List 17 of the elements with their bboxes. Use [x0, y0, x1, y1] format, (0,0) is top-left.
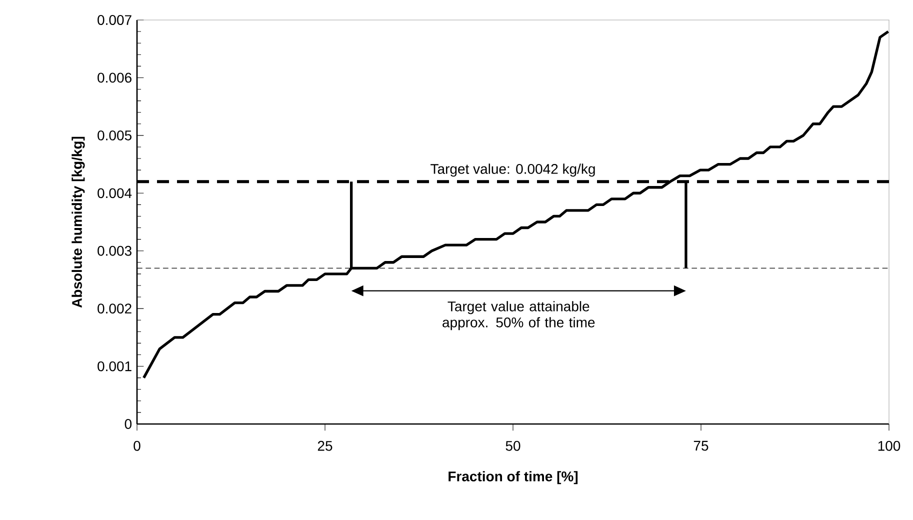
x-tick-label: 75: [694, 440, 708, 451]
x-tick-label: 50: [506, 440, 520, 451]
x-tick-label: 25: [318, 440, 332, 451]
y-tick-label: 0.004: [98, 188, 132, 198]
x-tick-label: 0: [134, 440, 140, 451]
x-axis-title: Fraction of time [%]: [448, 471, 578, 484]
x-tick-label: 100: [878, 440, 900, 451]
y-tick-label: 0: [124, 419, 132, 429]
annotation: Target value attainable approx. 50% of the time: [442, 301, 595, 330]
y-tick-label: 0.003: [98, 246, 132, 256]
y-axis-title: Absolute humidity [kg/kg]: [72, 136, 85, 308]
y-tick-label: 0.005: [98, 130, 132, 140]
y-tick-label: 0.006: [98, 72, 132, 83]
y-tick-label: 0.002: [98, 304, 132, 314]
y-tick-label: 0.001: [98, 361, 132, 372]
y-tick-label: 0.007: [98, 15, 132, 25]
ref-line-label: Target value: 0.0042 kg/kg: [430, 164, 595, 177]
